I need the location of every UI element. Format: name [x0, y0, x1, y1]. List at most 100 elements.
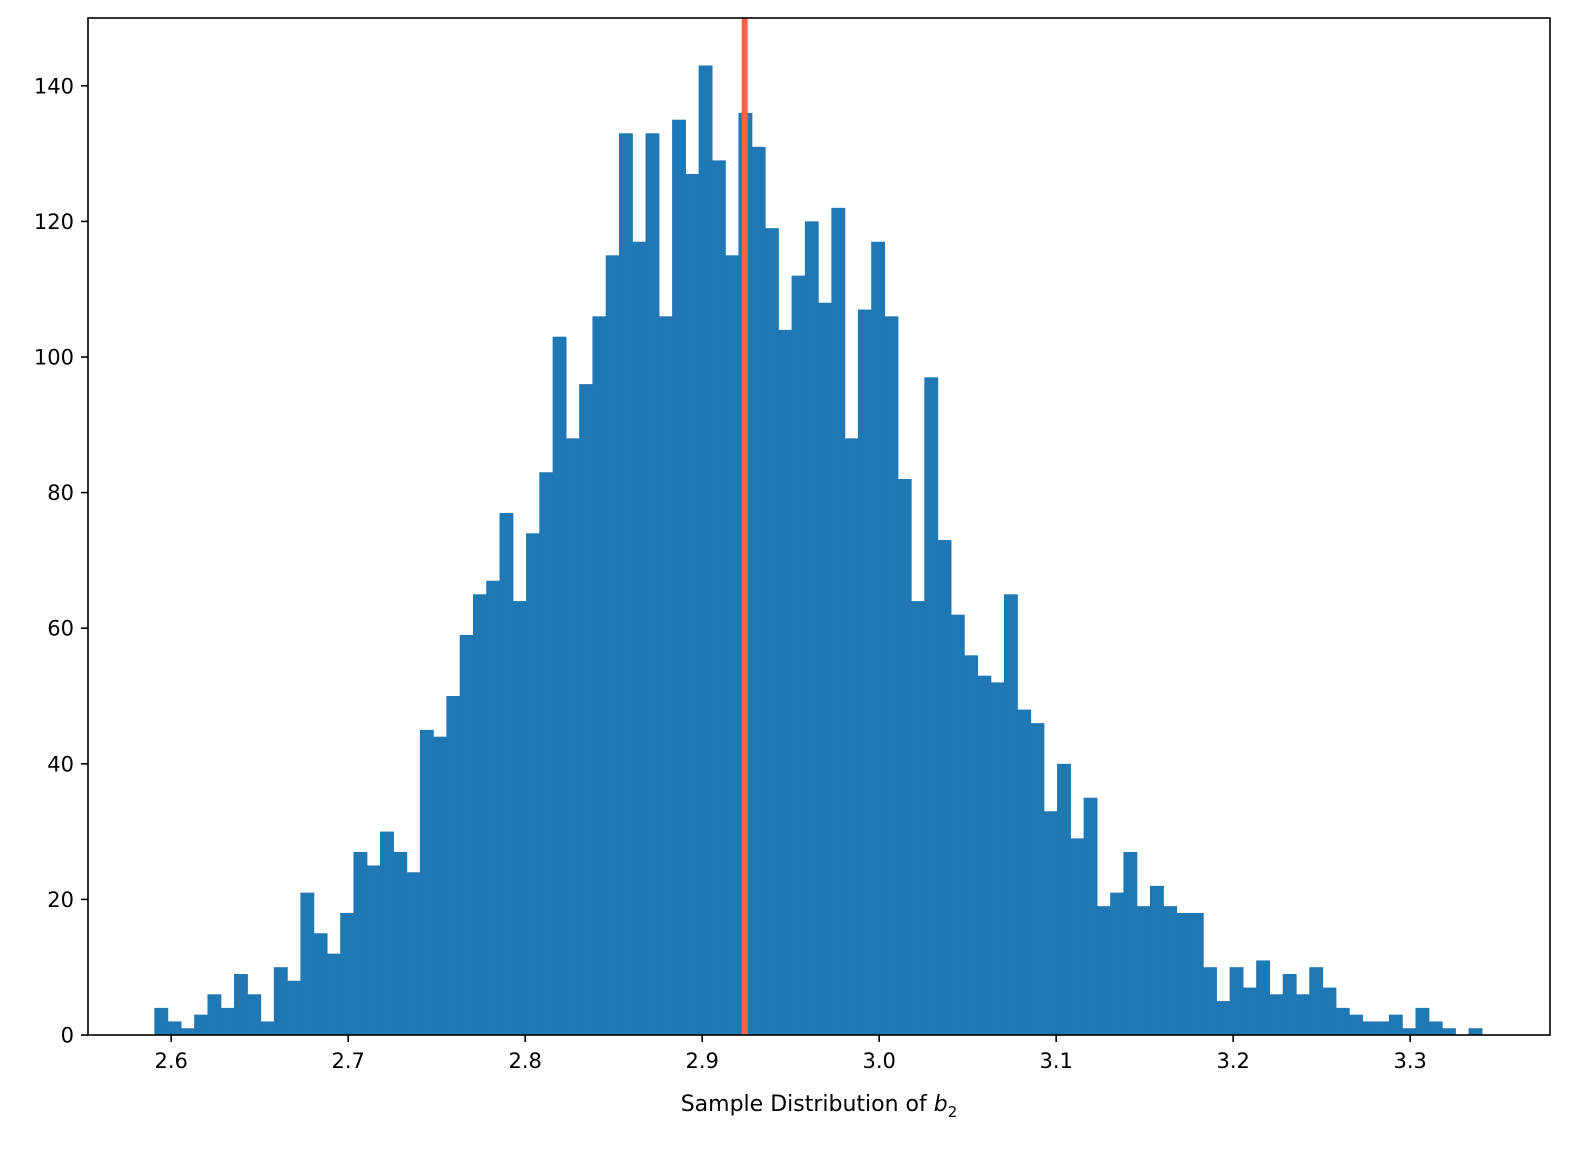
- histogram-bar: [180, 1028, 195, 1035]
- x-tick-label: 2.8: [508, 1049, 541, 1073]
- histogram-bar: [1229, 967, 1244, 1035]
- histogram-bar: [353, 851, 368, 1035]
- histogram-bar: [672, 119, 686, 1035]
- histogram-bar: [1149, 885, 1164, 1035]
- x-tick-label: 3.3: [1393, 1049, 1426, 1073]
- histogram-bar: [539, 472, 554, 1035]
- histogram-bar: [1123, 851, 1138, 1035]
- x-tick-label: 2.6: [154, 1049, 187, 1073]
- histogram-bar: [300, 892, 315, 1035]
- histogram-bar: [857, 309, 872, 1035]
- x-axis-label-symbol: b: [934, 1092, 948, 1117]
- histogram-bar: [167, 1021, 182, 1035]
- histogram-bar: [340, 912, 355, 1035]
- histogram-bar: [937, 540, 952, 1035]
- histogram-bar: [459, 634, 474, 1035]
- histogram-bar: [393, 851, 408, 1035]
- y-tick-label: 20: [47, 888, 74, 912]
- y-axis-ticks: 0 20 40 60 80 100 120 140: [34, 74, 88, 1048]
- histogram-bar: [831, 207, 846, 1036]
- histogram-bar: [486, 580, 501, 1035]
- histogram-bar: [1415, 1007, 1430, 1035]
- histogram-bar: [964, 655, 979, 1035]
- y-tick-label: 60: [47, 617, 74, 641]
- histogram-bar: [526, 533, 540, 1035]
- histogram-bar: [194, 1014, 209, 1035]
- histogram-bar: [154, 1007, 169, 1035]
- x-axis-ticks: 2.6 2.7 2.8 2.9 3.0 3.1 3.2 3.3: [154, 1035, 1427, 1073]
- histogram-bar: [1269, 994, 1284, 1035]
- histogram-bar: [592, 316, 607, 1035]
- x-tick-label: 3.2: [1216, 1049, 1249, 1073]
- histogram-bar: [1163, 906, 1178, 1035]
- histogram-bar: [950, 614, 965, 1035]
- histogram-bar: [658, 316, 673, 1035]
- histogram-bar: [1349, 1014, 1363, 1035]
- histogram-bar: [1070, 838, 1085, 1035]
- histogram-bar: [725, 255, 740, 1036]
- histogram-bar: [1402, 1028, 1417, 1035]
- histogram-bar: [1468, 1028, 1483, 1035]
- x-axis-label-subscript: 2: [948, 1103, 958, 1121]
- histogram-bar: [433, 736, 448, 1035]
- histogram-bar: [552, 336, 567, 1035]
- histogram-bar: [380, 831, 394, 1035]
- histogram-bar: [1216, 1001, 1231, 1035]
- histogram-bar: [260, 1021, 275, 1035]
- histogram-bar: [446, 696, 461, 1035]
- histogram-bar: [765, 228, 779, 1035]
- histogram-bar: [884, 316, 899, 1035]
- histogram-bar: [1428, 1021, 1443, 1035]
- histogram-bar: [897, 479, 912, 1035]
- histogram-bar: [1189, 912, 1204, 1035]
- histogram-bar: [618, 133, 633, 1035]
- histogram-bar: [287, 980, 301, 1035]
- histogram-bar: [804, 221, 819, 1035]
- histogram-bar: [247, 994, 262, 1035]
- histogram-bar: [1296, 994, 1310, 1035]
- histogram-bar: [207, 994, 222, 1035]
- histogram-bar: [871, 241, 886, 1036]
- y-tick-label: 120: [34, 210, 74, 234]
- histogram-bar: [565, 438, 580, 1035]
- histogram-bar: [1017, 709, 1032, 1035]
- histogram-bar: [1110, 892, 1125, 1035]
- histogram-bar: [1282, 973, 1297, 1035]
- histogram-bar: [1136, 906, 1151, 1035]
- histogram-bar: [1256, 960, 1271, 1035]
- x-tick-label: 2.9: [685, 1049, 718, 1073]
- histogram-bar: [1083, 797, 1098, 1035]
- histogram-bar: [406, 872, 421, 1035]
- y-tick-label: 80: [47, 481, 74, 505]
- histogram-bar: [220, 1007, 235, 1035]
- histogram-bar: [844, 438, 859, 1035]
- histogram-bar: [273, 967, 288, 1035]
- histogram-bar: [1322, 987, 1337, 1035]
- x-axis-label-text: Sample Distribution of: [681, 1092, 934, 1117]
- histogram-bar: [818, 302, 832, 1035]
- histogram-bar: [751, 146, 766, 1035]
- histogram-bar: [499, 512, 514, 1035]
- histogram-bar: [1442, 1028, 1456, 1035]
- histogram-bar: [1030, 723, 1045, 1035]
- histogram-bars: [154, 65, 1483, 1036]
- histogram-bar: [366, 865, 381, 1035]
- histogram-bar: [924, 377, 939, 1036]
- x-tick-label: 2.7: [331, 1049, 364, 1073]
- y-tick-label: 100: [34, 346, 74, 370]
- histogram-bar: [1309, 967, 1324, 1035]
- y-tick-label: 140: [34, 74, 74, 98]
- histogram-bar: [632, 241, 647, 1036]
- histogram-bar: [313, 933, 328, 1035]
- histogram-bar: [1203, 967, 1217, 1035]
- x-tick-label: 3.1: [1039, 1049, 1072, 1073]
- histogram-bar: [326, 953, 341, 1035]
- histogram-bar: [1096, 906, 1111, 1035]
- histogram-bar: [1242, 987, 1257, 1035]
- histogram-bar: [605, 255, 620, 1036]
- histogram-bar: [711, 160, 726, 1035]
- histogram-bar: [579, 384, 594, 1035]
- histogram-bar: [778, 329, 793, 1035]
- x-tick-label: 3.0: [862, 1049, 895, 1073]
